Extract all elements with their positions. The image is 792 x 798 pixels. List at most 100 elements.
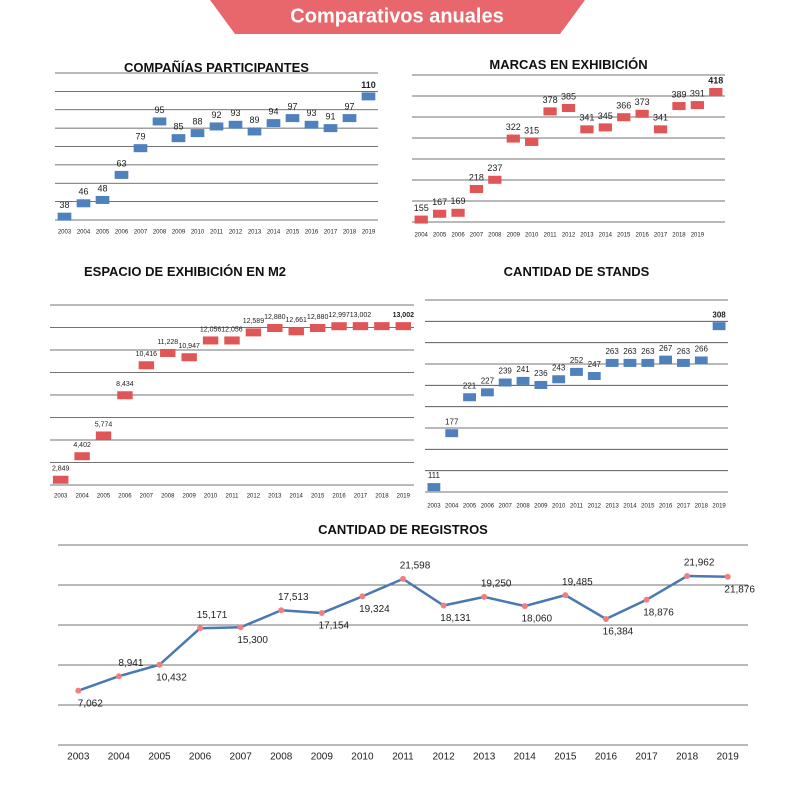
x-tick-label: 2010	[191, 230, 205, 236]
x-tick-label: 2017	[354, 494, 368, 500]
data-label: 17,154	[319, 621, 350, 632]
x-tick-label: 2010	[351, 752, 374, 763]
x-tick-label: 2008	[161, 494, 175, 500]
marker	[521, 603, 528, 610]
x-tick-label: 2013	[248, 230, 262, 236]
marker	[75, 687, 82, 694]
bar	[95, 431, 112, 440]
x-tick-label: 2012	[562, 233, 576, 239]
data-label: 12,880	[264, 314, 286, 321]
data-label: 263	[677, 347, 691, 356]
x-tick-label: 2006	[189, 752, 212, 763]
bar	[414, 215, 428, 224]
x-tick-label: 2018	[375, 494, 389, 500]
bar	[309, 323, 326, 332]
bar	[543, 107, 557, 116]
bar	[580, 125, 594, 134]
x-tick-label: 2012	[229, 230, 243, 236]
bar	[224, 336, 240, 345]
data-label: 93	[306, 108, 316, 118]
marker	[197, 625, 204, 632]
data-label: 12,056	[200, 326, 222, 333]
data-label: 237	[487, 163, 502, 173]
bar	[635, 109, 649, 118]
x-tick-label: 2005	[463, 504, 477, 510]
bar	[57, 212, 72, 221]
bar	[534, 380, 548, 389]
marker	[562, 592, 569, 599]
bar	[160, 348, 176, 357]
x-tick-label: 2018	[676, 752, 699, 763]
bar	[288, 327, 304, 336]
x-tick-label: 2009	[182, 494, 196, 500]
bar	[228, 120, 243, 129]
x-tick-label: 2017	[677, 504, 691, 510]
bar	[374, 322, 390, 331]
data-label: 91	[325, 112, 335, 122]
x-tick-label: 2011	[226, 494, 240, 500]
data-label: 218	[469, 172, 484, 182]
data-label: 263	[605, 347, 619, 356]
x-tick-label: 2007	[134, 230, 148, 236]
data-label: 19,250	[481, 579, 512, 590]
data-label: 12,997	[328, 312, 350, 319]
data-label: 378	[543, 95, 558, 105]
marker	[481, 593, 488, 600]
bar	[133, 144, 148, 153]
x-tick-label: 2014	[514, 752, 537, 763]
marker	[400, 575, 406, 582]
x-tick-label: 2014	[290, 494, 304, 500]
data-label: 21,876	[724, 584, 755, 595]
x-tick-label: 2016	[595, 752, 618, 763]
x-tick-label: 2010	[552, 504, 566, 510]
data-label: 85	[173, 122, 183, 132]
bar	[245, 328, 262, 337]
bar	[498, 378, 512, 387]
data-label: 97	[287, 101, 297, 111]
x-tick-label: 2003	[427, 504, 441, 510]
data-label: 263	[641, 347, 655, 356]
data-label: 97	[344, 101, 354, 111]
x-tick-label: 2008	[153, 230, 167, 236]
data-label: 236	[534, 369, 548, 378]
x-tick-label: 2013	[580, 233, 594, 239]
x-tick-label: 2004	[75, 494, 89, 500]
data-label: 48	[97, 183, 107, 193]
data-label: 227	[481, 376, 495, 385]
data-label: 322	[506, 122, 521, 132]
marker	[602, 615, 609, 622]
data-label: 5,774	[95, 421, 113, 428]
bar	[690, 101, 705, 110]
bar	[552, 375, 566, 384]
bar	[266, 119, 281, 128]
data-label: 46	[78, 187, 88, 197]
marker	[278, 607, 285, 614]
x-tick-label: 2010	[204, 494, 218, 500]
x-tick-label: 2004	[445, 504, 459, 510]
bar	[677, 358, 690, 367]
bar	[561, 103, 576, 112]
marker	[115, 673, 122, 680]
data-label: 17,513	[278, 592, 309, 603]
data-label: 12,880	[307, 314, 329, 321]
data-label: 241	[516, 365, 530, 374]
x-tick-label: 2005	[97, 494, 111, 500]
x-tick-label: 2004	[415, 233, 429, 239]
x-tick-label: 2007	[230, 752, 253, 763]
bar	[323, 124, 338, 133]
data-label: 18,060	[521, 614, 552, 625]
x-tick-label: 2007	[140, 494, 154, 500]
x-tick-label: 2015	[286, 230, 300, 236]
x-tick-label: 2013	[473, 752, 496, 763]
data-label: 13,002	[393, 312, 415, 319]
marker	[318, 610, 325, 617]
x-tick-label: 2017	[635, 752, 658, 763]
bar	[659, 355, 673, 364]
data-label: 252	[570, 356, 584, 365]
x-tick-label: 2015	[617, 233, 631, 239]
x-tick-label: 2007	[470, 233, 484, 239]
data-label: 63	[116, 158, 126, 168]
data-label: 385	[561, 91, 576, 101]
x-tick-label: 2014	[267, 230, 281, 236]
x-tick-label: 2012	[432, 752, 455, 763]
